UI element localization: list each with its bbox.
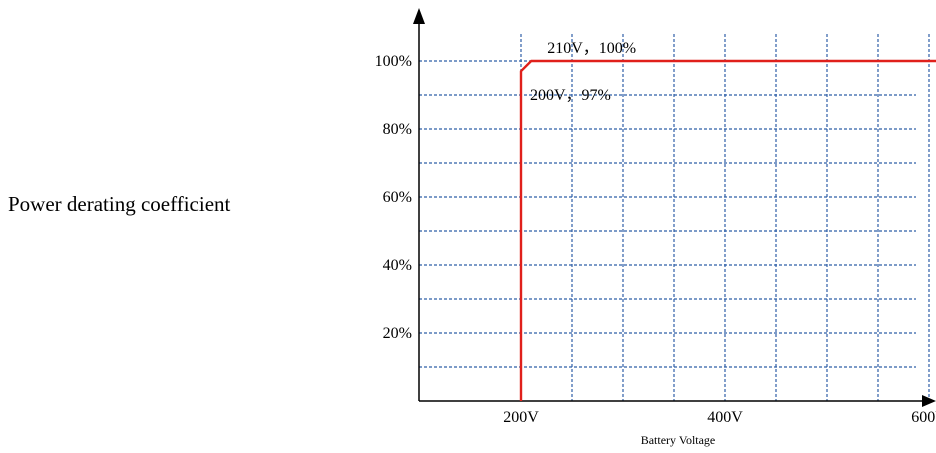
data-annotation: 200V，97%	[530, 87, 611, 104]
grid-layer	[419, 34, 930, 401]
annotation-layer: 210V，100%200V，97%850V，100%	[530, 40, 636, 104]
x-axis-arrow-icon	[922, 395, 936, 407]
y-tick-label: 100%	[375, 53, 412, 70]
y-tick-label: 20%	[383, 325, 412, 342]
series-layer	[519, 59, 936, 401]
x-tick-label: 200V	[503, 409, 539, 426]
axes-layer	[413, 8, 936, 407]
y-tick-label: 80%	[383, 121, 412, 138]
y-axis-title: Power derating coefficient	[8, 192, 231, 216]
x-tick-label: 600V	[911, 409, 936, 426]
y-axis-arrow-icon	[413, 8, 425, 24]
x-axis-title: Battery Voltage	[641, 433, 716, 447]
y-tick-label: 40%	[383, 257, 412, 274]
ticks-layer: 200V400V600V800V1000V20%40%60%80%100%	[375, 53, 936, 426]
series-line	[519, 59, 936, 401]
data-annotation: 210V，100%	[547, 40, 636, 57]
y-tick-label: 60%	[383, 189, 412, 206]
x-tick-label: 400V	[707, 409, 743, 426]
